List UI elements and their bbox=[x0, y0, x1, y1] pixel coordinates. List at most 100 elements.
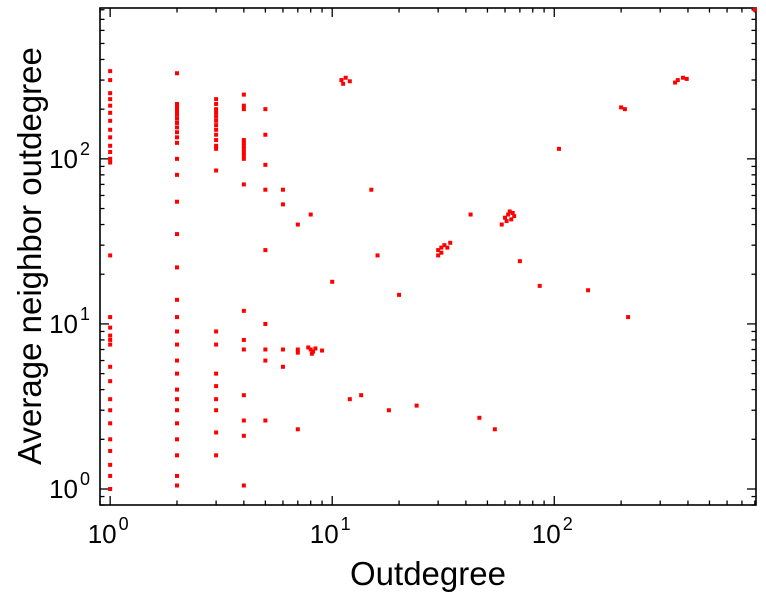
scatter-point bbox=[241, 107, 246, 112]
scatter-point bbox=[477, 415, 482, 420]
scatter-point bbox=[626, 315, 631, 320]
scatter-point bbox=[263, 162, 268, 167]
scatter-point bbox=[308, 347, 313, 352]
scatter-point bbox=[214, 138, 219, 143]
scatter-point bbox=[442, 243, 447, 248]
scatter-point bbox=[263, 107, 268, 112]
scatter-point bbox=[263, 187, 268, 192]
scatter-point bbox=[108, 379, 113, 384]
scatter-point bbox=[108, 78, 113, 83]
scatter-point bbox=[214, 97, 219, 102]
scatter-point bbox=[309, 351, 314, 356]
scatter-point bbox=[504, 219, 509, 224]
scatter-point bbox=[108, 342, 113, 347]
scatter-point bbox=[108, 325, 113, 330]
y-tick-label: 10 0 bbox=[49, 469, 90, 504]
scatter-point bbox=[214, 114, 219, 119]
scatter-point bbox=[436, 253, 441, 258]
scatter-point bbox=[280, 364, 285, 369]
scatter-point bbox=[175, 421, 180, 426]
scatter-point bbox=[330, 279, 335, 284]
y-tick-label: 10 2 bbox=[49, 139, 90, 174]
scatter-point bbox=[509, 217, 514, 222]
x-tick-label: 10 2 bbox=[532, 514, 573, 549]
scatter-point bbox=[622, 107, 627, 112]
scatter-point bbox=[414, 403, 419, 408]
scatter-point bbox=[108, 333, 113, 338]
scatter-point bbox=[175, 120, 180, 125]
scatter-point bbox=[108, 91, 113, 96]
scatter-point bbox=[619, 105, 624, 110]
scatter-point bbox=[108, 103, 113, 108]
scatter-point bbox=[175, 71, 180, 76]
scatter-point bbox=[439, 245, 444, 250]
scatter-point bbox=[108, 473, 113, 478]
scatter-point bbox=[108, 337, 113, 342]
scatter-point bbox=[214, 123, 219, 128]
scatter-point bbox=[320, 348, 325, 353]
scatter-point bbox=[263, 418, 268, 423]
scatter-point bbox=[108, 97, 113, 102]
scatter-point bbox=[175, 232, 180, 237]
scatter-point bbox=[214, 146, 219, 151]
scatter-point bbox=[175, 140, 180, 145]
scatter-point bbox=[108, 408, 113, 413]
scatter-point bbox=[175, 473, 180, 478]
scatter-point bbox=[175, 108, 180, 113]
scatter-point bbox=[241, 418, 246, 423]
scatter-point bbox=[214, 118, 219, 123]
scatter-point bbox=[108, 462, 113, 467]
scatter-point bbox=[175, 387, 180, 392]
scatter-point bbox=[214, 101, 219, 106]
scatter-point bbox=[175, 199, 180, 204]
scatter-point bbox=[108, 69, 113, 74]
scatter-point bbox=[295, 347, 300, 352]
scatter-point bbox=[175, 397, 180, 402]
scatter-point bbox=[108, 118, 113, 123]
scatter-point bbox=[311, 349, 316, 354]
scatter-point bbox=[175, 130, 180, 135]
scatter-point bbox=[241, 156, 246, 161]
scatter-point bbox=[214, 110, 219, 115]
scatter-point bbox=[468, 212, 473, 217]
scatter-point bbox=[175, 297, 180, 302]
scatter-point bbox=[492, 427, 497, 432]
scatter-point bbox=[241, 103, 246, 108]
scatter-point bbox=[108, 437, 113, 442]
scatter-point bbox=[241, 347, 246, 352]
scatter-point bbox=[375, 253, 380, 258]
scatter-point bbox=[313, 346, 318, 351]
scatter-point bbox=[537, 283, 542, 288]
scatter-point bbox=[263, 248, 268, 253]
scatter-point bbox=[517, 259, 522, 264]
scatter-point bbox=[108, 397, 113, 402]
scatter-point bbox=[263, 132, 268, 137]
scatter-point bbox=[241, 433, 246, 438]
scatter-point bbox=[175, 315, 180, 320]
scatter-point bbox=[175, 408, 180, 413]
scatter-point bbox=[556, 146, 561, 151]
scatter-point bbox=[108, 160, 113, 165]
scatter-point bbox=[306, 345, 311, 350]
scatter-point bbox=[507, 209, 512, 214]
scatter-point bbox=[175, 483, 180, 488]
scatter-point bbox=[295, 427, 300, 432]
scatter-point bbox=[308, 212, 313, 217]
scatter-point bbox=[347, 79, 352, 84]
y-tick-label: 10 1 bbox=[49, 304, 90, 339]
scatter-point bbox=[263, 358, 268, 363]
scatter-point bbox=[175, 358, 180, 363]
scatter-point bbox=[214, 397, 219, 402]
scatter-point bbox=[214, 342, 219, 347]
scatter-point bbox=[214, 384, 219, 389]
scatter-point bbox=[175, 265, 180, 270]
scatter-point bbox=[214, 453, 219, 458]
scatter-point bbox=[241, 393, 246, 398]
scatter-point bbox=[241, 150, 246, 155]
x-axis-label: Outdegree bbox=[350, 555, 506, 592]
scatter-point bbox=[175, 112, 180, 117]
scatter-point bbox=[681, 75, 686, 80]
scatter-point bbox=[448, 240, 453, 245]
x-tick-label: 10 1 bbox=[310, 514, 351, 549]
